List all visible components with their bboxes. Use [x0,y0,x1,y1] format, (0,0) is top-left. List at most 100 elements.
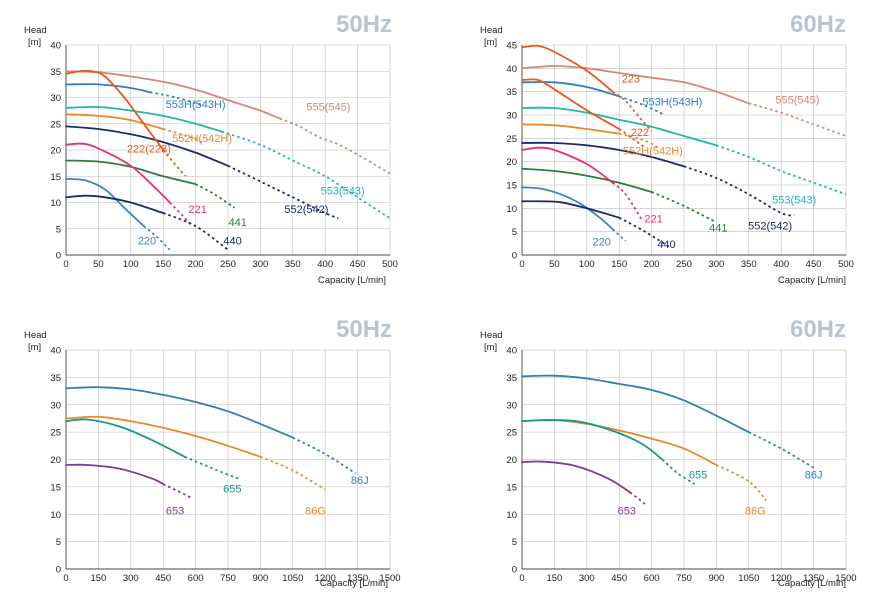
y-tick-label: 0 [512,565,517,576]
x-tick-label: 400 [317,259,333,270]
curve-label: 86J [805,470,823,482]
x-tick-label: 250 [220,259,236,270]
x-axis-label: Capacity [L/min] [318,275,386,286]
curve-label: 553H(543H) [166,99,226,111]
y-tick-label: 10 [506,510,517,521]
x-tick-label: 100 [123,259,139,270]
x-tick-label: 1050 [282,573,303,584]
curve-solid-552h-542h [65,113,165,130]
curve-dashed-86j [292,436,356,474]
y-tick-label: 10 [50,198,61,209]
x-tick-label: 1350 [347,573,368,584]
curve-label: 655 [689,470,707,482]
y-tick-label: 30 [50,93,61,104]
curve-dashed-553h-543h [150,91,203,107]
y-axis-unit: [m] [484,37,497,48]
x-tick-label: 0 [519,573,524,584]
curve-label: 221 [644,213,662,225]
x-tick-label: 200 [188,259,204,270]
curve-dashed-555-545 [279,117,391,175]
curve-dashed-553-543 [716,144,847,196]
y-tick-label: 35 [50,67,61,78]
curve-label: 222(223) [127,144,171,156]
curve-label: 223 [622,73,640,85]
y-tick-label: 15 [506,482,517,493]
y-tick-label: 40 [506,346,517,357]
curve-dashed-553h-543h [618,95,665,116]
y-tick-label: 10 [506,204,517,215]
chart-panel-3: 0 150 300 450 600 750 900 1050 1200 1350 1500 0 5 10 1… [24,316,401,589]
curve-label: 653 [166,505,184,517]
frequency-label: 60Hz [790,11,846,38]
y-axis-unit: [m] [484,342,497,353]
curve-dashed-441 [195,183,235,209]
x-tick-label: 50 [549,259,560,270]
curve-solid-222 [521,78,621,130]
curve-solid-222-223 [65,69,165,151]
y-tick-label: 25 [506,134,517,145]
curve-dashed-552-542 [683,165,795,217]
y-tick-label: 20 [506,157,517,168]
y-tick-label: 30 [506,111,517,122]
x-tick-label: 500 [838,259,854,270]
x-tick-label: 750 [676,573,692,584]
curve-solid-440 [65,194,165,214]
curve-label: 221 [188,204,206,216]
y-tick-label: 40 [506,64,517,75]
curve-label: 440 [223,236,241,248]
curve-solid-86j [65,386,294,439]
y-axis-label: Head [480,330,503,341]
curve-dashed-552h-542h [162,128,203,143]
y-tick-label: 25 [506,428,517,439]
curve-label: 553H(543H) [642,97,702,109]
x-tick-label: 350 [741,259,757,270]
curve-solid-655 [65,418,186,458]
curve-solid-553h-543h [521,81,621,98]
curve-dashed-86g [260,455,326,491]
y-tick-label: 40 [50,346,61,357]
x-tick-label: 300 [123,573,139,584]
x-axis-label: Capacity [L/min] [778,578,846,589]
curve-label: 441 [229,217,247,229]
y-tick-label: 5 [56,224,61,235]
curve-solid-221 [521,146,614,184]
curve-solid-655 [521,419,664,461]
curve-label: 553(543) [772,195,816,207]
y-tick-label: 20 [50,146,61,157]
curve-solid-553h-543h [65,83,152,94]
x-tick-label: 900 [708,573,724,584]
y-tick-label: 5 [512,537,517,548]
y-tick-label: 25 [50,119,61,130]
x-tick-label: 50 [93,259,104,270]
y-tick-label: 0 [56,251,61,262]
y-axis-unit: [m] [28,37,41,48]
curve-label: 653 [618,505,636,517]
curve-dashed-440 [618,216,672,249]
chart-panel-4: 0 150 300 450 600 750 900 1050 1200 1350 1500 0 5 10 1… [480,316,857,589]
x-tick-label: 200 [644,259,660,270]
y-tick-label: 10 [50,510,61,521]
x-tick-label: 300 [708,259,724,270]
curve-solid-86g [65,415,262,458]
y-axis-unit: [m] [28,342,41,353]
curve-label: 552H(542H) [172,133,232,145]
y-axis-label: Head [24,25,47,36]
curve-solid-653 [65,463,165,485]
x-tick-label: 450 [155,573,171,584]
curve-dashed-655 [184,455,240,480]
curve-dashed-221 [612,182,643,221]
curve-label: 86J [351,475,369,487]
curve-label: 440 [657,239,675,251]
y-tick-label: 5 [56,537,61,548]
curve-dashed-223 [612,90,653,132]
curve-dashed-552h-542h [618,132,659,149]
x-tick-label: 900 [252,573,268,584]
curve-solid-220 [65,178,145,227]
curve-label: 553(543) [321,186,365,198]
curve-dashed-440 [162,212,229,251]
y-axis-label: Head [480,25,503,36]
curve-solid-555-545 [521,65,750,105]
frequency-label: 50Hz [336,316,392,343]
curve-label: 552H(542H) [623,146,683,158]
